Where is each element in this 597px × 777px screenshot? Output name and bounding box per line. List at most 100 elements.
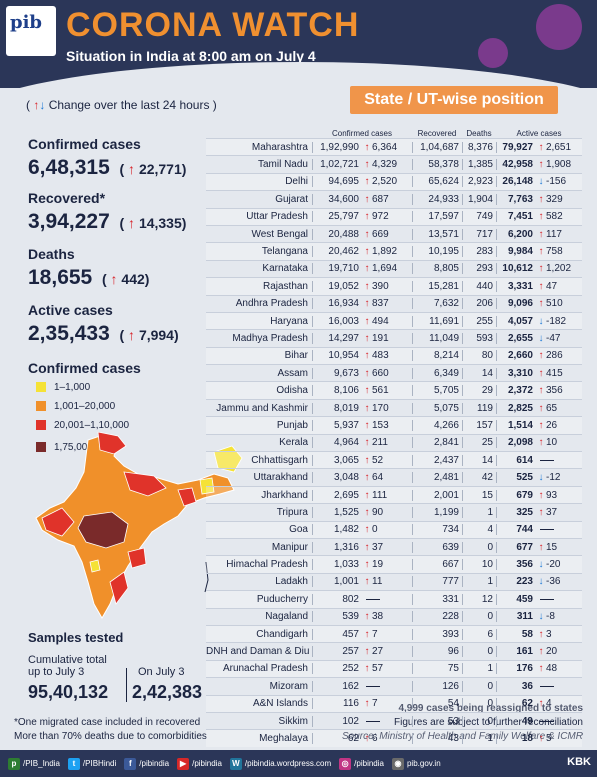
active-delta-cell bbox=[536, 685, 582, 687]
up-arrow-icon: ↑ bbox=[364, 176, 370, 188]
up-arrow-icon: ↑ bbox=[364, 489, 370, 501]
active-delta-cell: ↑ 510 bbox=[536, 298, 582, 309]
active-delta-cell: ↓ -156 bbox=[536, 176, 582, 187]
footer-link[interactable]: ▶/pibindia bbox=[177, 757, 222, 770]
active-cell: 7,763 bbox=[496, 193, 536, 205]
active-delta-text: -12 bbox=[546, 472, 561, 484]
state-name: Jharkhand bbox=[261, 489, 308, 501]
legend-title: Confirmed cases bbox=[28, 360, 141, 376]
active-delta-text: -36 bbox=[546, 576, 561, 588]
confirmed-delta-cell: ↑ 972 bbox=[362, 211, 412, 222]
active-cell: 679 bbox=[496, 489, 536, 501]
confirmed-delta-text: 7 bbox=[372, 698, 378, 710]
active-cell: 58 bbox=[496, 628, 536, 640]
confirmed-delta-text: 4,329 bbox=[372, 159, 398, 171]
footer-link[interactable]: f/pibindia bbox=[124, 757, 169, 770]
page-subtitle: Situation in India at 8:00 am on July 4 bbox=[66, 48, 316, 64]
active-delta-text: -20 bbox=[546, 559, 561, 571]
up-arrow-icon: ↑ bbox=[538, 419, 544, 431]
active-delta-cell: ↑ 4 bbox=[536, 698, 582, 709]
confirmed-cell: 2,695 bbox=[312, 489, 362, 501]
confirmed-delta-text: 211 bbox=[372, 437, 388, 449]
deaths-cell: 119 bbox=[462, 402, 496, 414]
footer-link[interactable]: W/pibindia.wordpress.com bbox=[229, 757, 331, 770]
confirmed-delta-cell: ↑ 27 bbox=[362, 646, 412, 657]
active-delta-cell bbox=[536, 459, 582, 461]
header-deaths: Deaths bbox=[466, 129, 492, 138]
virus-icon bbox=[478, 38, 508, 68]
down-arrow-icon: ↓ bbox=[538, 611, 544, 623]
confirmed-delta-cell: ↑ 90 bbox=[362, 507, 412, 518]
recovered-cell: 11,049 bbox=[412, 332, 462, 344]
deaths-cell: 293 bbox=[462, 263, 496, 275]
recovered-cell: 54 bbox=[412, 698, 462, 710]
active-cell: 2,372 bbox=[496, 385, 536, 397]
state-name: A&N Islands bbox=[252, 698, 308, 710]
active-cell: 3,310 bbox=[496, 367, 536, 379]
up-arrow-icon: ↑ bbox=[538, 698, 544, 710]
active-delta-text: -47 bbox=[546, 332, 561, 344]
state-name: Haryana bbox=[270, 315, 308, 327]
cumulative-label-1: Cumulative total bbox=[28, 654, 107, 666]
state-name: Manipur bbox=[271, 541, 308, 553]
recovered-cell: 2,481 bbox=[412, 472, 462, 484]
legend-swatch bbox=[36, 442, 46, 452]
state-name: Chhattisgarh bbox=[251, 454, 308, 466]
header-recovered: Recovered bbox=[417, 129, 457, 138]
confirmed-cell: 457 bbox=[312, 628, 362, 640]
legend-label: 1,001–20,000 bbox=[54, 400, 116, 412]
recovered-cell: 1,04,687 bbox=[412, 141, 462, 153]
confirmed-delta-cell: ↑ 19 bbox=[362, 559, 412, 570]
active-delta-cell: ↓ -182 bbox=[536, 316, 582, 327]
recovered-cell: 75 bbox=[412, 663, 462, 675]
recovered-cell: 126 bbox=[412, 680, 462, 692]
confirmed-label: Confirmed cases bbox=[28, 136, 141, 152]
confirmed-cell: 8,106 bbox=[312, 385, 362, 397]
table-row: Puducherry 802 331 12 459 bbox=[206, 590, 582, 608]
table-row: Himachal Pradesh 1,033 ↑ 19 667 10 356 ↓ -20 bbox=[206, 555, 582, 573]
recovered-cell: 228 bbox=[412, 611, 462, 623]
cumulative-label-2: up to July 3 bbox=[28, 666, 85, 678]
recovered-delta-value: 14,335 bbox=[138, 215, 182, 231]
confirmed-cell: 20,462 bbox=[312, 246, 362, 258]
confirmed-delta-text: 2,520 bbox=[372, 176, 398, 188]
footer-link[interactable]: t/PIBHindi bbox=[67, 757, 116, 770]
state-name: Arunachal Pradesh bbox=[222, 663, 308, 675]
state-name: Odisha bbox=[276, 385, 308, 397]
deaths-cell: 255 bbox=[462, 315, 496, 327]
table-row: Haryana 16,003 ↑ 494 11,691 255 4,057 ↓ -182 bbox=[206, 311, 582, 330]
deaths-cell: 749 bbox=[462, 211, 496, 223]
up-arrow-icon: ↑ bbox=[364, 437, 370, 449]
confirmed-cell: 8,019 bbox=[312, 402, 362, 414]
deaths-cell: 206 bbox=[462, 298, 496, 310]
table-row: Maharashtra 1,92,990 ↑ 6,364 1,04,687 8,376 79… bbox=[206, 138, 582, 156]
confirmed-cell: 9,673 bbox=[312, 367, 362, 379]
confirmed-delta-cell: ↑ 38 bbox=[362, 611, 412, 622]
active-delta-text: 65 bbox=[546, 402, 558, 414]
footer-link[interactable]: ◎/pibindia bbox=[339, 757, 384, 770]
table-row: Punjab 5,937 ↑ 153 4,266 157 1,514 ↑ 26 bbox=[206, 416, 582, 434]
confirmed-delta-text: 660 bbox=[372, 367, 389, 379]
recovered-value: 3,94,227 ( ↑ 14,335) bbox=[28, 210, 186, 234]
state-name: Rajasthan bbox=[262, 280, 308, 292]
confirmed-delta-text: 64 bbox=[372, 472, 384, 484]
footer-link[interactable]: ◉ pib.gov.in bbox=[391, 757, 441, 770]
legend-item: 1,001–20,000 bbox=[36, 399, 129, 413]
active-cell: 311 bbox=[496, 611, 536, 623]
confirmed-cell: 3,048 bbox=[312, 472, 362, 484]
deaths-cell: 0 bbox=[462, 646, 496, 658]
confirmed-cell: 257 bbox=[312, 646, 362, 658]
active-cell: 49 bbox=[496, 715, 536, 727]
active-label: Active cases bbox=[28, 302, 113, 318]
footer-link[interactable]: p/PIB_India bbox=[8, 757, 60, 770]
footnote-1: *One migrated case included in recovered bbox=[14, 717, 201, 728]
up-arrow-icon: ↑ bbox=[538, 350, 544, 362]
state-table: Confirmed cases Recovered Deaths Active … bbox=[206, 124, 582, 747]
footer: p/PIB_India t/PIBHindi f/pibindia ▶/pibindi… bbox=[0, 750, 597, 777]
up-arrow-icon: ↑ bbox=[364, 263, 370, 275]
table-row: Gujarat 34,600 ↑ 687 24,933 1,904 7,763 ↑ 329 bbox=[206, 190, 582, 207]
up-arrow-icon: ↑ bbox=[538, 228, 544, 240]
active-cell: 2,660 bbox=[496, 350, 536, 362]
active-cell: 9,984 bbox=[496, 246, 536, 258]
